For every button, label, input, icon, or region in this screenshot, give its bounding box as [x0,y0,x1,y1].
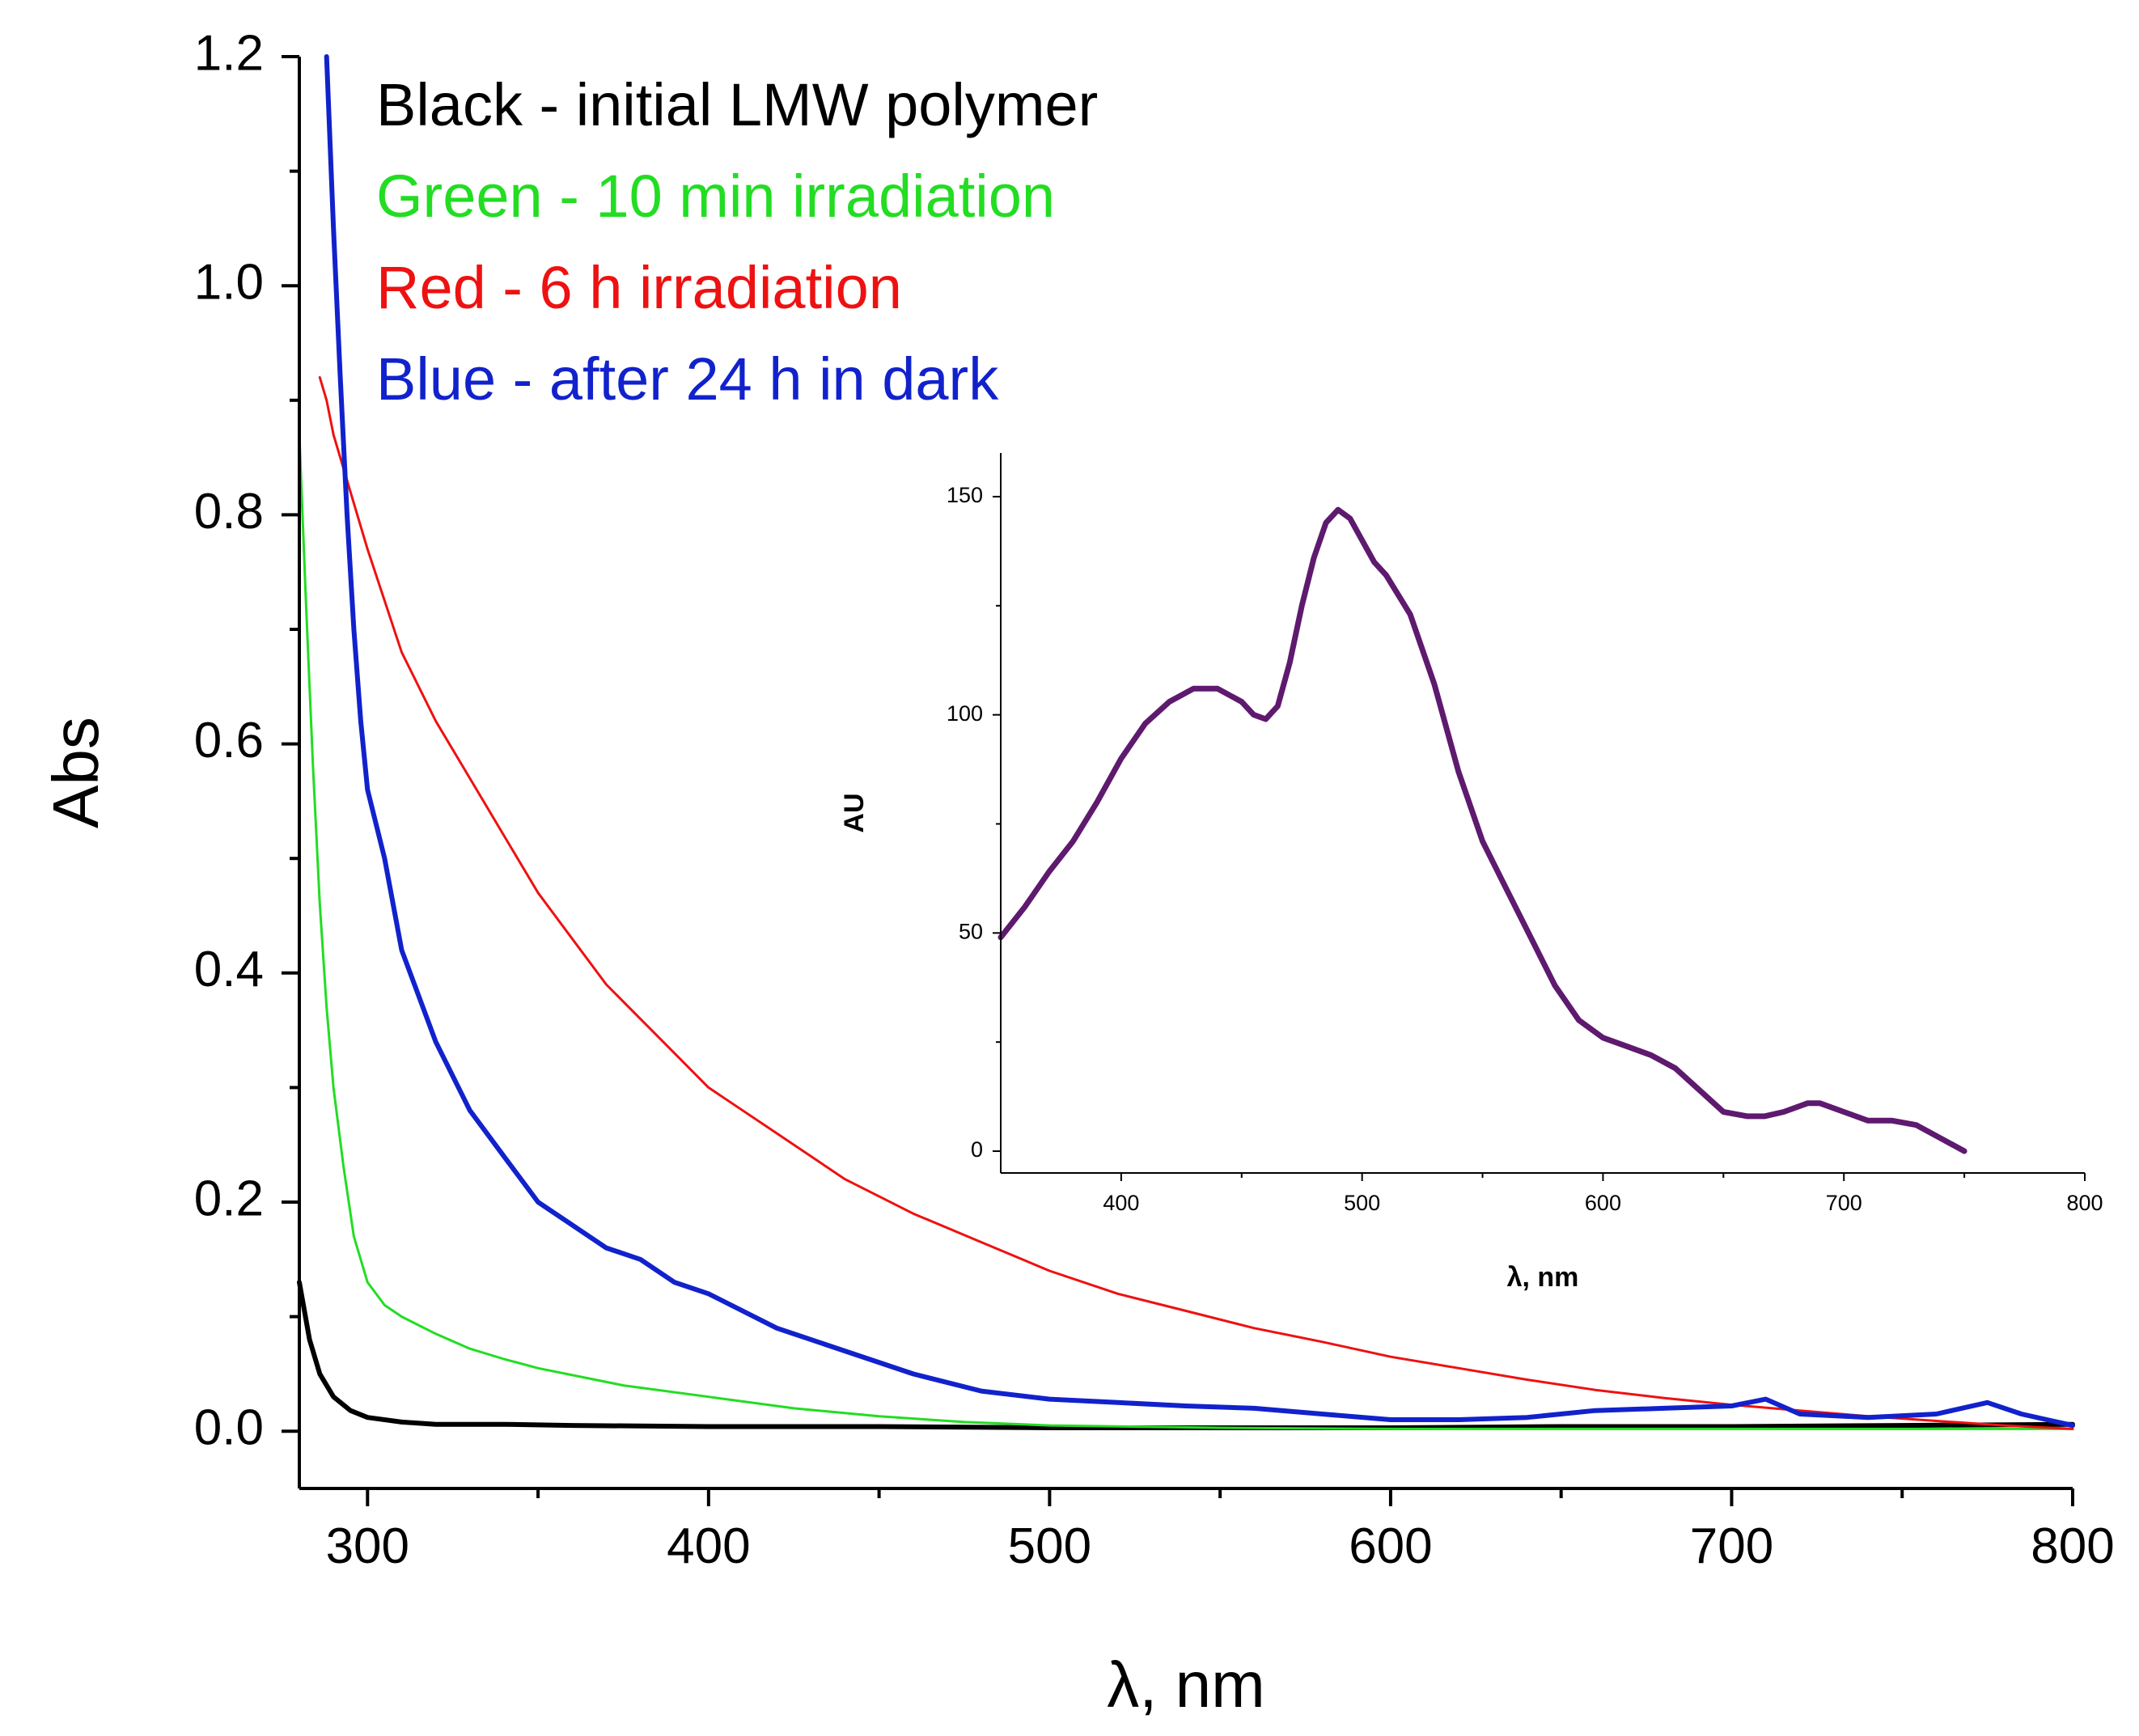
main-x-tick-label: 400 [667,1518,750,1574]
main-series-line-1 [298,433,2074,1430]
main-series-line-0 [297,1280,2075,1430]
inset-x-tick-label: 700 [1826,1191,1862,1215]
inset-chart: 400 500 600 700 800 0 50 100 150 λ, nm AU [839,453,2103,1293]
inset-x-tick-label: 600 [1585,1191,1621,1215]
inset-y-tick-label: 50 [959,919,983,943]
main-axes [298,57,2073,1490]
main-y-tick-label: 0.6 [194,713,264,768]
main-series-line-2 [318,376,2074,1430]
inset-series-group [997,506,1967,1154]
inset-y-tick-label: 150 [947,483,983,507]
inset-series-line-0 [997,506,1967,1154]
inset-x-ticks: 400 500 600 700 800 [1103,1173,2103,1215]
main-x-tick-label: 800 [2031,1518,2114,1574]
main-y-tick-label: 1.2 [194,25,264,81]
inset-y-tick-label: 0 [971,1137,983,1162]
inset-y-ticks: 0 50 100 150 [947,483,1001,1162]
inset-x-axis-title: λ, nm [1507,1262,1579,1293]
main-y-tick-label: 0.4 [194,942,264,997]
legend-entry-0: Black - initial LMW polymer [376,71,1098,138]
main-y-tick-label: 0.8 [194,484,264,540]
main-chart: 300 400 500 600 700 800 0.00.20.40.60.81.01.2… [40,25,2115,1721]
inset-axes [1000,453,2085,1174]
main-series-group [297,54,2075,1430]
main-y-tick-label: 1.0 [194,255,264,311]
main-x-tick-label: 600 [1349,1518,1432,1574]
inset-x-tick-label: 400 [1103,1191,1139,1215]
main-x-ticks: 300 400 500 600 700 800 [326,1488,2115,1574]
main-x-tick-label: 300 [326,1518,409,1574]
legend-entry-2: Red - 6 h irradiation [376,254,902,321]
main-y-axis-title: Abs [40,717,112,828]
legend-entry-3: Blue - after 24 h in dark [376,345,999,413]
main-y-tick-label: 0.0 [194,1400,264,1456]
inset-x-tick-label: 500 [1344,1191,1380,1215]
main-y-tick-label: 0.2 [194,1171,264,1226]
main-x-tick-label: 500 [1008,1518,1091,1574]
inset-y-axis-title: AU [839,793,870,832]
main-legend: Black - initial LMW polymer Green - 10 mi… [376,71,1098,413]
legend-entry-1: Green - 10 min irradiation [376,163,1055,230]
inset-y-tick-label: 100 [947,701,983,726]
inset-x-tick-label: 800 [2066,1191,2103,1215]
main-y-ticks: 0.0 0.2 0.4 0.6 0.8 1.0 1.2 [194,25,299,1456]
main-x-axis-title: λ, nm [1107,1649,1265,1721]
main-x-tick-label: 700 [1690,1518,1773,1574]
main-series-line-3 [324,54,2075,1429]
